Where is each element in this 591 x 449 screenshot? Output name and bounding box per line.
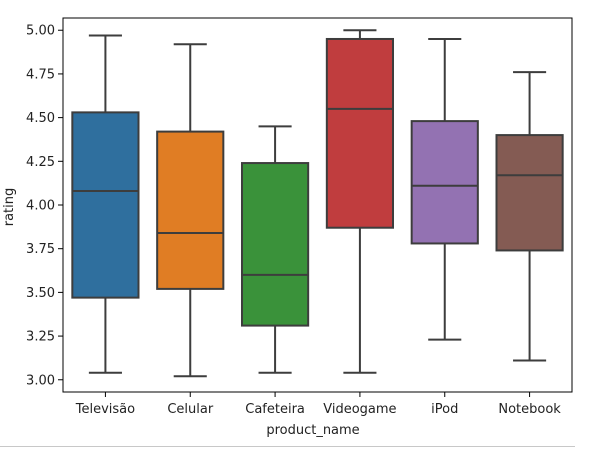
x-tick-label: Notebook [498,402,561,417]
y-axis: 3.00 3.25 3.50 3.75 4.00 4.25 4.50 4.75 5.00 [26,24,63,388]
y-tick-label: 4.25 [26,155,55,170]
box-celular [156,43,225,378]
y-tick-label: 4.50 [26,111,55,126]
box-televisão [71,34,140,374]
x-tick-label: Cafeteira [245,402,305,417]
y-tick-label: 5.00 [26,24,55,39]
x-axis: Televisão Celular Cafeteira Videogame iPod No… [75,392,561,417]
iqr-box [156,130,225,290]
iqr-box [410,120,479,245]
y-tick-label: 4.75 [26,67,55,82]
x-axis-title: product_name [266,423,359,438]
x-tick-label: Celular [167,402,214,417]
x-tick-label: iPod [431,402,458,417]
plot-area [62,17,573,393]
iqr-box [71,111,140,299]
y-axis-title: rating [2,188,17,227]
iqr-box [325,37,395,229]
box-videogame [325,29,395,374]
y-tick-label: 4.00 [26,199,55,214]
y-tick-label: 3.50 [26,286,55,301]
y-tick-label: 3.00 [26,373,55,388]
x-tick-label: Televisão [75,402,135,417]
box-cafeteira [240,125,310,374]
box-notebook [495,71,564,362]
iqr-box [495,134,564,252]
bottom-divider [0,446,575,447]
x-tick-label: Videogame [323,402,396,417]
y-tick-label: 3.25 [26,330,55,345]
y-tick-label: 3.75 [26,242,55,257]
iqr-box [240,162,310,327]
box-ipod [410,37,479,341]
